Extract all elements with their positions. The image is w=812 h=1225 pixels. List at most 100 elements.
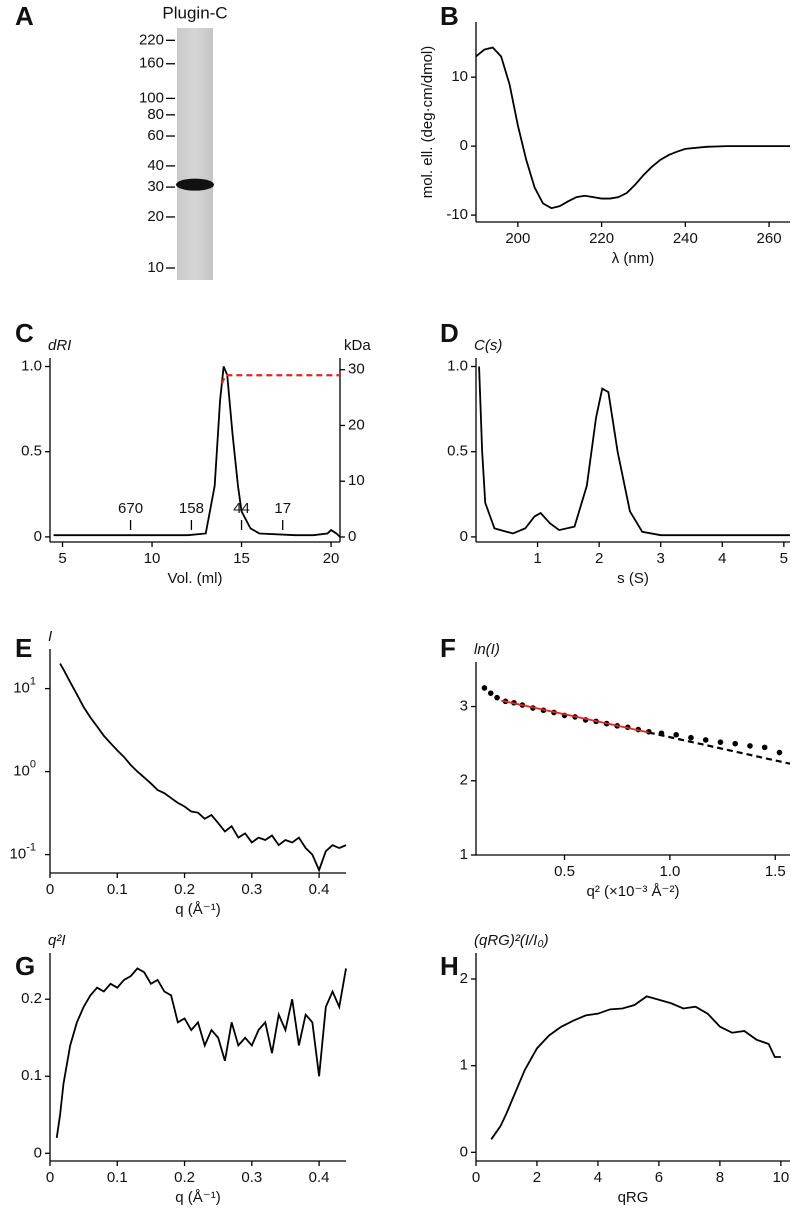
x-axis-title: q (Å⁻¹) xyxy=(175,901,220,918)
x-tick-label: 260 xyxy=(757,230,782,247)
data-line xyxy=(220,374,340,385)
x-tick-label: 8 xyxy=(716,1169,724,1186)
x-tick-label: 200 xyxy=(505,230,530,247)
marker-label: 160 xyxy=(139,55,164,72)
data-line xyxy=(53,366,341,538)
y2-tick-label: 10 xyxy=(348,472,365,489)
x-tick-label: 0.4 xyxy=(309,1169,330,1186)
y-axis-title: q²I xyxy=(48,932,66,949)
x-tick-label: 0 xyxy=(46,1169,54,1186)
x-tick-label: 0.2 xyxy=(174,1169,195,1186)
tick-base: 1.0 xyxy=(659,863,680,880)
x-axis-title: λ (nm) xyxy=(612,250,655,267)
y-tick-label: 1.0 xyxy=(21,357,42,374)
marker-label: 30 xyxy=(147,178,164,195)
x-tick-label: 20 xyxy=(323,550,340,567)
tick-sup: -1 xyxy=(26,841,36,853)
y2-tick-label: 20 xyxy=(348,416,365,433)
y-tick-label: 0.5 xyxy=(21,443,42,460)
y-tick-label: 1 xyxy=(460,1057,468,1074)
y-tick-label: 0 xyxy=(34,1144,42,1161)
x-tick-label: 10 xyxy=(144,550,161,567)
y-tick-label: 2 xyxy=(460,970,468,987)
gel-title: Plugin-C xyxy=(162,3,227,22)
data-line xyxy=(475,46,790,210)
y-tick-label: 0 xyxy=(34,528,42,545)
y-tick-label: 3 xyxy=(460,698,468,715)
y2-axis-title: kDa xyxy=(344,337,371,354)
x-tick-label: 15 xyxy=(233,550,250,567)
tick-base: 10 xyxy=(13,680,30,697)
x-tick-label: 0.2 xyxy=(174,881,195,898)
y-tick-label: 0 xyxy=(460,137,468,154)
x-tick-label: 2 xyxy=(595,550,603,567)
data-line xyxy=(55,967,347,1139)
x-tick-label: 220 xyxy=(589,230,614,247)
marker-label: 40 xyxy=(147,157,164,174)
y-tick-label: 0.2 xyxy=(21,990,42,1007)
marker-label: 17 xyxy=(274,500,291,517)
tick-sup: 0 xyxy=(30,758,36,770)
x-tick-label: 0 xyxy=(472,1169,480,1186)
y-axis-title: ln(I) xyxy=(474,641,500,658)
x-tick-label: 4 xyxy=(594,1169,602,1186)
panel-letter: E xyxy=(15,633,32,663)
tick-base: 10 xyxy=(13,763,30,780)
x-tick-label: 6 xyxy=(655,1169,663,1186)
data-point xyxy=(481,685,488,691)
y-axis-title: mol. ell. (deg·cm/dmol) xyxy=(419,46,436,199)
marker-label: 158 xyxy=(179,500,204,517)
panel-letter: C xyxy=(15,318,34,348)
panel-letter: H xyxy=(440,951,459,981)
data-line xyxy=(59,663,347,873)
x-tick-label: 0.3 xyxy=(241,1169,262,1186)
data-line xyxy=(648,731,791,765)
x-tick-label: 0.1 xyxy=(107,1169,128,1186)
panel-letter: B xyxy=(440,1,459,31)
tick-base: 10 xyxy=(10,846,27,863)
x-tick-label: 2 xyxy=(533,1169,541,1186)
x-tick-label: 3 xyxy=(657,550,665,567)
data-line xyxy=(478,366,790,537)
marker-label: 100 xyxy=(139,89,164,106)
data-point xyxy=(673,731,680,738)
data-point xyxy=(776,749,783,756)
x-axis-title: q (Å⁻¹) xyxy=(175,1189,220,1206)
x-axis-title: qRG xyxy=(618,1189,649,1206)
marker-label: 60 xyxy=(147,127,164,144)
y-tick-label: 0.5 xyxy=(447,443,468,460)
marker-label: 20 xyxy=(147,208,164,225)
x-axis-title: q² (×10⁻³ Å⁻²) xyxy=(587,883,680,900)
data-line xyxy=(501,699,650,734)
tick-base: 1.0 xyxy=(21,357,42,374)
gel-band xyxy=(176,178,214,191)
y-tick-label: 1 xyxy=(460,846,468,863)
x-tick-label: 1 xyxy=(533,550,541,567)
panel-letter: D xyxy=(440,318,459,348)
marker-label: 670 xyxy=(118,500,143,517)
marker-label: 220 xyxy=(139,31,164,48)
y-tick-label: 0 xyxy=(460,528,468,545)
data-point xyxy=(747,743,753,749)
data-point xyxy=(688,734,694,741)
x-tick-label: 0.1 xyxy=(107,881,128,898)
x-tick-label: 0.3 xyxy=(241,881,262,898)
y-tick-label: 10-1 xyxy=(10,841,36,862)
data-point xyxy=(761,744,768,751)
tick-base: 1.0 xyxy=(447,357,468,374)
data-point xyxy=(702,737,709,743)
data-point xyxy=(487,690,494,696)
x-axis-title: s (S) xyxy=(617,570,649,587)
x-tick-label: 4 xyxy=(718,550,726,567)
x-tick-label: 0 xyxy=(46,881,54,898)
panel-letter: A xyxy=(15,1,34,31)
panel-letter: F xyxy=(440,633,456,663)
y2-tick-label: 30 xyxy=(348,361,365,378)
x-axis-title: Vol. (ml) xyxy=(167,570,222,587)
y-axis-title: dRI xyxy=(48,337,71,354)
x-tick-label: 1.5 xyxy=(765,863,786,880)
x-tick-label: 0.5 xyxy=(554,863,575,880)
y-axis-title: (qRG)²(I/I₀) xyxy=(474,932,549,949)
gel-lane xyxy=(177,28,213,280)
y-axis-title: I xyxy=(48,628,52,645)
